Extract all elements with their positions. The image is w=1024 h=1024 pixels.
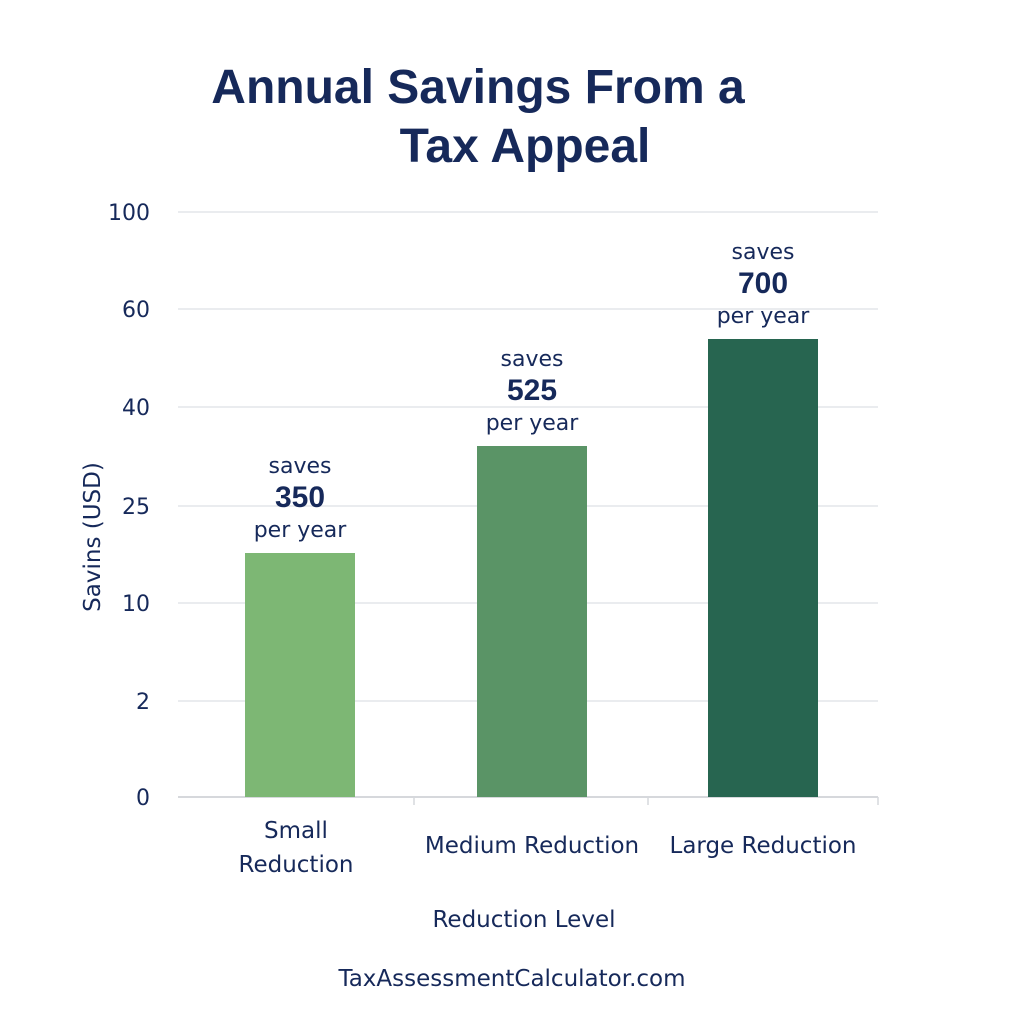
- chart-title-line-1: Annual Savings From a: [211, 61, 745, 114]
- y-tick-label: 40: [122, 396, 150, 421]
- bar-label-suffix: per year: [486, 411, 580, 436]
- bar-1: [245, 553, 355, 797]
- bar-value-label: 350: [275, 481, 325, 514]
- bar-2: [477, 446, 587, 797]
- bar-label-prefix: saves: [501, 347, 564, 372]
- y-tick-label: 25: [122, 495, 150, 520]
- y-tick-label: 0: [136, 786, 150, 811]
- bar-label-prefix: saves: [732, 240, 795, 265]
- bar-label-suffix: per year: [254, 518, 348, 543]
- chart-title-line-2: Tax Appeal: [400, 120, 651, 173]
- y-tick-label: 100: [108, 201, 150, 226]
- x-category-label: Reduction: [239, 852, 354, 878]
- bar-value-label: 525: [507, 374, 557, 407]
- bar-label-prefix: saves: [269, 454, 332, 479]
- bar-3: [708, 339, 818, 797]
- y-tick-label: 2: [136, 690, 150, 715]
- x-category-label: Medium Reduction: [425, 833, 639, 859]
- x-axis-line: [178, 796, 879, 805]
- bars: [245, 339, 818, 797]
- y-axis-title: Savins (USD): [80, 462, 106, 612]
- y-tick-label: 60: [122, 298, 150, 323]
- footer-source: TaxAssessmentCalculator.com: [337, 966, 685, 992]
- bar-value-label: 700: [738, 267, 788, 300]
- x-axis-title: Reduction Level: [432, 907, 615, 933]
- chart-title: Annual Savings From a Tax Appeal: [211, 61, 745, 173]
- x-axis-categories: Small Reduction Medium Reduction Large Redu…: [239, 818, 857, 878]
- y-axis-ticks: 0 2 10 25 40 60 100: [108, 201, 150, 811]
- y-tick-label: 10: [122, 592, 150, 617]
- x-category-label: Small: [264, 818, 328, 844]
- x-category-label: Large Reduction: [670, 833, 857, 859]
- bar-label-suffix: per year: [717, 304, 811, 329]
